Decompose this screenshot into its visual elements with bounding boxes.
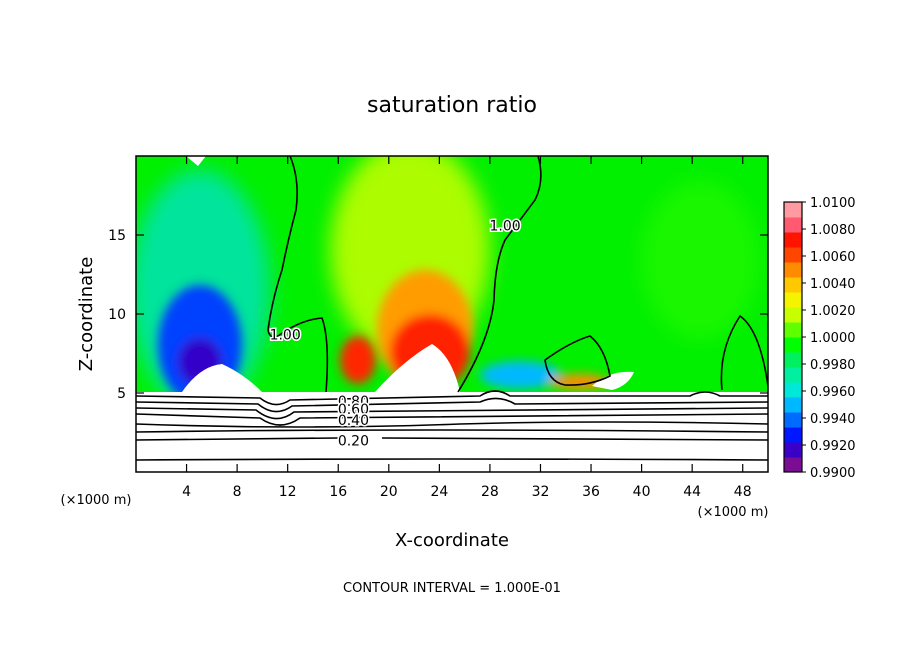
- x-unit-left: (×1000 m): [61, 493, 132, 508]
- white-region-center: [375, 344, 460, 392]
- contour-0-20: [136, 437, 768, 441]
- contour-label: 0.60: [338, 402, 369, 418]
- colorbar-label: 1.0000: [810, 331, 856, 346]
- colorbar-swatch: [784, 397, 802, 413]
- x-tick-label: 32: [532, 484, 550, 500]
- colorbar-swatch: [784, 292, 802, 308]
- colorbar-swatch: [784, 382, 802, 398]
- colorbar-label: 0.9940: [810, 412, 856, 427]
- contour-0-70: [136, 397, 768, 413]
- colorbar-swatch: [784, 412, 802, 428]
- x-tick-label: 12: [279, 484, 297, 500]
- y-tick-label: 15: [108, 228, 126, 244]
- white-region-left: [182, 364, 262, 392]
- plot-area: 1.00 1.00 0.800.600.40 0.20: [136, 156, 768, 472]
- x-tick-label: 16: [329, 484, 347, 500]
- contour-label: 0.20: [338, 433, 369, 449]
- colorbar-label: 1.0060: [810, 250, 856, 265]
- colorbar-swatch: [784, 307, 802, 323]
- x-axis: 4 8 12 16 20 24 28 32 36 40 44 48: [182, 156, 752, 500]
- contours: [136, 156, 768, 461]
- contour-0-80: [136, 390, 768, 406]
- x-tick-label: 36: [582, 484, 600, 500]
- colorbar-swatch: [784, 352, 802, 368]
- colorbar-swatch: [784, 367, 802, 383]
- x-tick-label: 44: [683, 484, 701, 500]
- x-tick-label: 28: [481, 484, 499, 500]
- colorbar-label: 1.0100: [810, 196, 856, 211]
- contour-0-60: [136, 407, 768, 420]
- colorbar-swatch: [784, 247, 802, 263]
- colorbar-label: 0.9900: [810, 466, 856, 481]
- x-unit-right: (×1000 m): [698, 505, 769, 520]
- x-tick-label: 40: [633, 484, 651, 500]
- contour-interval-note: CONTOUR INTERVAL = 1.000E-01: [343, 581, 561, 596]
- y-axis-title: Z-coordinate: [76, 257, 97, 372]
- contour-1-00-far-right: [720, 314, 768, 391]
- colorbar-swatch: [784, 217, 802, 233]
- contour-0-30: [136, 429, 768, 433]
- colorbar-label: 0.9960: [810, 385, 856, 400]
- contour-label: 1.00: [270, 328, 301, 344]
- x-axis-title: X-coordinate: [395, 530, 509, 551]
- contour-1-00-right: [457, 156, 542, 393]
- field-region-right-lightgreen: [640, 180, 760, 340]
- contour-label: 1.00: [490, 219, 521, 235]
- white-region-top: [186, 156, 206, 166]
- contour-labels: 1.00 1.00 0.800.600.40 0.20: [268, 217, 522, 451]
- contour-0-50: [136, 413, 768, 426]
- colorbar-label: 0.9920: [810, 439, 856, 454]
- colorbar-swatch: [784, 337, 802, 353]
- field-region-red-left: [340, 336, 376, 384]
- y-tick-label: 5: [117, 386, 126, 402]
- colorbar-swatch: [784, 457, 802, 473]
- colorbar: 1.0100 1.0080 1.0060 1.0040 1.0020 1.0000 0.99…: [783, 196, 856, 481]
- colorbar-swatch: [784, 427, 802, 443]
- white-region-right: [592, 371, 634, 390]
- colorbar-swatch: [784, 262, 802, 278]
- x-tick-label: 20: [380, 484, 398, 500]
- colorbar-label: 1.0040: [810, 277, 856, 292]
- colorbar-swatch: [784, 202, 802, 218]
- y-axis: 5 10 15: [108, 228, 768, 402]
- colorbar-label: 1.0080: [810, 223, 856, 238]
- colorbar-label: 0.9980: [810, 358, 856, 373]
- contour-label: 0.80: [338, 394, 369, 410]
- field-region-right-cyan: [480, 361, 560, 389]
- x-tick-label: 48: [734, 484, 752, 500]
- colorbar-label: 1.0020: [810, 304, 856, 319]
- chart-title: saturation ratio: [367, 93, 537, 118]
- contour-1-00-island: [544, 335, 611, 386]
- x-tick-label: 8: [233, 484, 242, 500]
- x-tick-label: 24: [430, 484, 448, 500]
- y-tick-label: 10: [108, 307, 126, 323]
- contour-1-00-left: [267, 156, 329, 393]
- contour-0-40: [136, 421, 768, 428]
- contour-label: 0.40: [338, 413, 369, 429]
- x-tick-label: 4: [182, 484, 191, 500]
- colorbar-swatch: [784, 232, 802, 248]
- contour-0-10: [136, 458, 768, 461]
- colorbar-swatch: [784, 322, 802, 338]
- colorbar-swatch: [784, 442, 802, 458]
- colorbar-swatch: [784, 277, 802, 293]
